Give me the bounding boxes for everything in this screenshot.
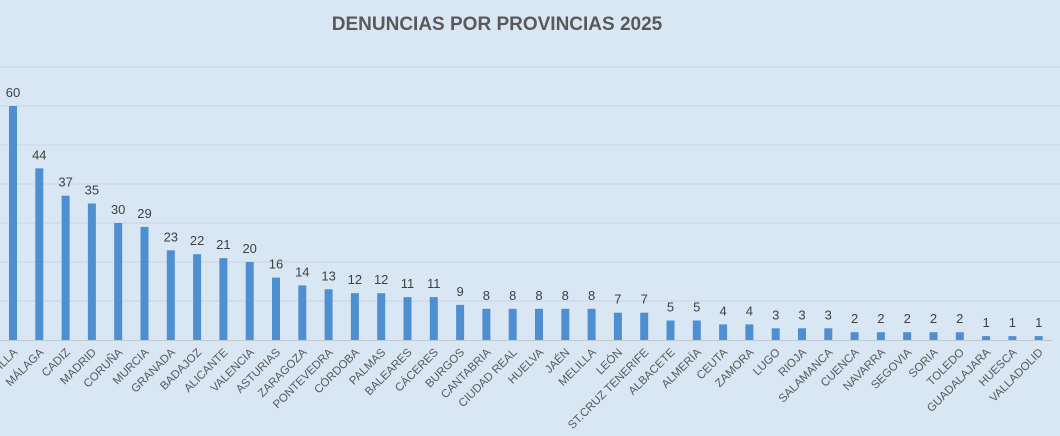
data-label: 14 xyxy=(295,264,309,279)
data-label: 8 xyxy=(483,288,490,303)
bar xyxy=(798,328,806,340)
data-label: 2 xyxy=(904,311,911,326)
data-label: 60 xyxy=(6,85,20,100)
data-label: 7 xyxy=(614,292,621,307)
data-label: 21 xyxy=(216,237,230,252)
data-label: 37 xyxy=(58,175,72,190)
bar xyxy=(692,320,701,340)
bar xyxy=(35,168,44,340)
bar xyxy=(666,320,675,340)
data-label: 1 xyxy=(982,315,989,330)
bar xyxy=(272,277,280,340)
data-label: 23 xyxy=(164,229,178,244)
data-label: 35 xyxy=(85,183,99,198)
bar xyxy=(245,262,254,340)
bar xyxy=(613,312,622,340)
data-label: 2 xyxy=(851,311,858,326)
data-label: 8 xyxy=(562,288,569,303)
bar xyxy=(403,297,412,340)
bar xyxy=(587,308,596,340)
bar xyxy=(140,226,149,340)
bar xyxy=(876,332,885,340)
bar xyxy=(324,289,333,340)
data-label: 3 xyxy=(772,307,779,322)
bar xyxy=(166,250,175,340)
bar xyxy=(982,336,991,340)
data-label: 2 xyxy=(930,311,937,326)
data-label: 9 xyxy=(456,284,463,299)
data-label: 13 xyxy=(321,268,335,283)
bar xyxy=(719,324,728,340)
data-label: 3 xyxy=(825,307,832,322)
bar xyxy=(771,328,780,340)
bar xyxy=(508,308,517,340)
bar xyxy=(903,332,912,340)
data-label: 8 xyxy=(535,288,542,303)
bar xyxy=(561,308,570,340)
chart-title: DENUNCIAS POR PROVINCIAS 2025 xyxy=(331,14,663,35)
bar xyxy=(350,293,359,340)
bar xyxy=(824,328,833,340)
data-label: 20 xyxy=(242,241,256,256)
data-label: 5 xyxy=(667,300,674,315)
data-label: 12 xyxy=(348,272,362,287)
data-label: 16 xyxy=(269,257,283,272)
bar xyxy=(456,304,465,340)
data-label: 7 xyxy=(641,292,648,307)
bar xyxy=(429,297,438,340)
data-label: 1 xyxy=(1009,315,1016,330)
data-label: 29 xyxy=(137,206,151,221)
data-label: 8 xyxy=(509,288,516,303)
data-label: 44 xyxy=(32,147,46,162)
bar xyxy=(298,285,307,340)
bar xyxy=(1034,336,1043,340)
data-label: 4 xyxy=(746,303,753,318)
data-label: 3 xyxy=(798,307,805,322)
bar xyxy=(1008,336,1017,340)
bar xyxy=(87,203,96,340)
bar xyxy=(482,308,491,340)
bar xyxy=(850,332,859,340)
bar xyxy=(9,106,17,340)
bar xyxy=(193,254,202,340)
bar xyxy=(61,195,70,340)
data-label: 11 xyxy=(427,276,441,291)
data-label: 2 xyxy=(956,311,963,326)
bar xyxy=(377,293,386,340)
data-label: 5 xyxy=(693,300,700,315)
bar xyxy=(219,258,228,340)
data-label: 4 xyxy=(719,303,726,318)
bar xyxy=(640,312,649,340)
data-label: 12 xyxy=(374,272,388,287)
category-label: LUGO xyxy=(751,347,783,379)
data-label: 2 xyxy=(877,311,884,326)
bar xyxy=(955,332,964,340)
bar xyxy=(745,324,754,340)
data-label: 30 xyxy=(111,202,125,217)
bar xyxy=(114,223,123,340)
data-label: 11 xyxy=(401,276,415,291)
bar xyxy=(929,332,938,340)
data-label: 8 xyxy=(588,288,595,303)
data-label: 22 xyxy=(190,233,204,248)
bar xyxy=(535,308,543,340)
data-label: 1 xyxy=(1035,315,1042,330)
